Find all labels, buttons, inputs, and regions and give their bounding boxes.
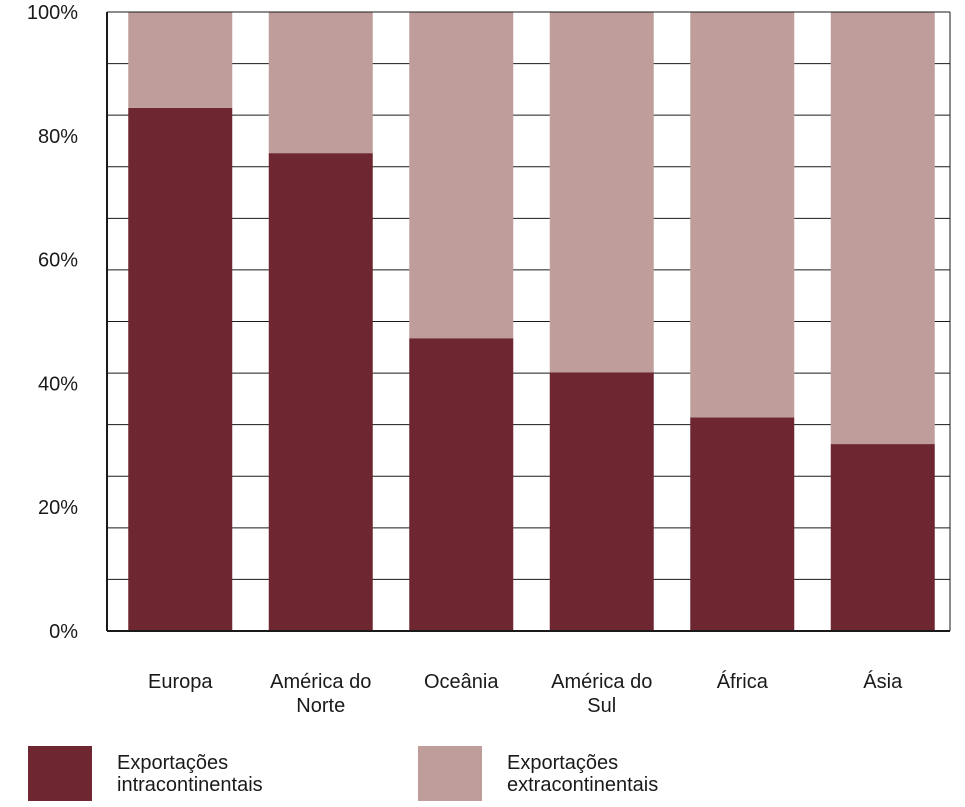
bar-extracontinental-5 [830,12,935,445]
category-label: Oceânia [424,671,499,693]
y-tick-label: 40% [38,373,78,395]
bar-intracontinental-3 [549,372,654,631]
y-tick-label: 80% [38,126,78,148]
bar-extracontinental-0 [128,12,233,108]
y-tick-label: 100% [27,2,78,24]
category-label: Ásia [863,670,903,693]
legend-swatch-intracontinental [28,746,92,801]
bar-extracontinental-4 [690,12,795,418]
bar-extracontinental-3 [549,12,654,373]
category-label: América do Sul [551,671,652,717]
stacked-bar-chart: Europa América do Norte Oceânia América do Su… [27,2,951,717]
y-tick-label: 60% [38,250,78,272]
y-tick-label: 20% [38,497,78,519]
category-label: América do Norte [270,671,371,717]
legend-swatch-extracontinental [418,746,482,801]
bar-intracontinental-4 [690,417,795,631]
bar-intracontinental-2 [409,338,514,631]
bar-intracontinental-0 [128,107,233,631]
bar-intracontinental-1 [268,153,373,631]
legend-label-intracontinental: Exportações intracontinentais [117,751,263,796]
legend-label-extracontinental: Exportações extracontinentais [507,751,659,796]
legend-item-intracontinental: Exportações intracontinentais [28,746,297,801]
bar-extracontinental-1 [268,12,373,154]
y-tick-label: 0% [49,621,78,643]
category-label: Europa [148,671,213,693]
legend-item-extracontinental: Exportações extracontinentais [418,746,687,801]
category-label: África [717,670,769,693]
bar-intracontinental-5 [830,444,935,631]
bar-extracontinental-2 [409,12,514,339]
